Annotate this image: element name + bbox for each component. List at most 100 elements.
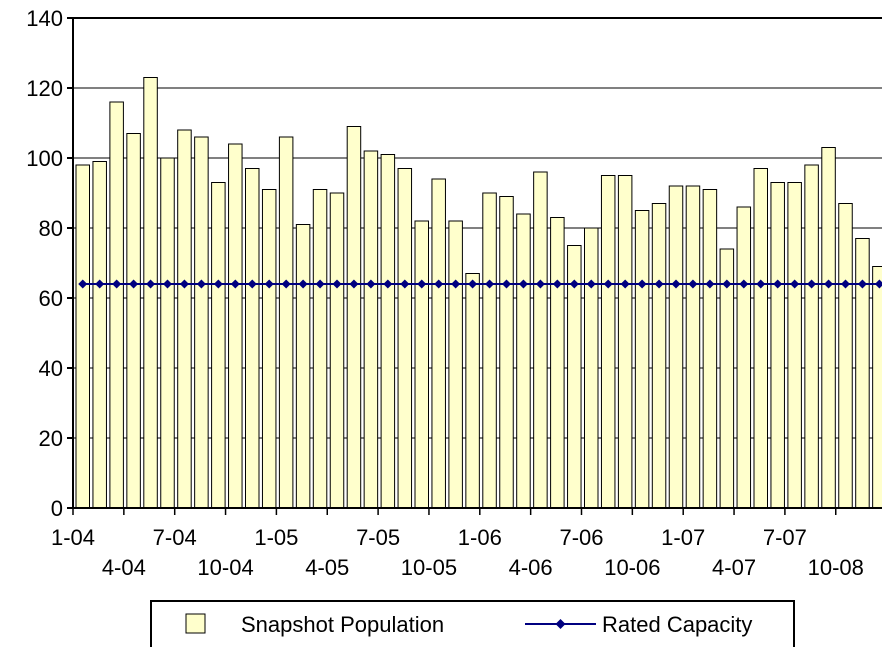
bar-12: [278, 136, 294, 509]
bar-26: [516, 213, 531, 509]
rated-capacity-marker-8: [213, 279, 223, 289]
x-tick-label-10-06: 10-06: [604, 555, 660, 580]
bar-21: [431, 178, 446, 509]
bar-13: [295, 224, 311, 509]
bar-42: [787, 182, 802, 509]
rated-capacity-marker-35: [671, 279, 681, 289]
bar-9: [228, 143, 243, 509]
y-tick-label-6: 120: [26, 76, 63, 101]
x-tick-label-7-07: 7-07: [763, 525, 807, 550]
rated-capacity-marker-25: [502, 279, 511, 289]
bar-36: [685, 185, 701, 509]
rated-capacity-marker-0: [78, 279, 88, 289]
x-tick-label-7-04: 7-04: [153, 525, 197, 550]
rated-capacity-marker-22: [451, 279, 461, 289]
rated-capacity-marker-30: [586, 279, 596, 289]
bar-35: [668, 185, 684, 509]
rated-capacity-marker-41: [773, 279, 783, 289]
x-tick-label-4-07: 4-07: [712, 555, 756, 580]
bar-31: [600, 175, 616, 509]
rated-capacity-marker-43: [807, 279, 817, 289]
bar-22: [448, 220, 463, 509]
rated-capacity-marker-44: [824, 279, 834, 289]
rated-capacity-marker-11: [264, 279, 274, 289]
bar-34: [651, 203, 667, 509]
rated-capacity-marker-19: [400, 279, 410, 289]
rated-capacity-marker-32: [620, 279, 630, 289]
rated-capacity-marker-28: [552, 279, 562, 289]
bar-25: [499, 196, 514, 509]
legend-swatch-snapshot-population: [185, 613, 206, 634]
x-tick-labels: 1-04 7-04 1-05 7-05 1-06 7-06 1-07 7-07 4-04 10-0…: [51, 525, 864, 580]
rated-capacity-marker-20: [417, 279, 427, 289]
axes: [67, 17, 882, 515]
bar-40: [753, 168, 768, 509]
bar-32: [617, 175, 633, 509]
rated-capacity-marker-14: [315, 279, 325, 289]
bar-6: [177, 129, 192, 509]
bar-24: [482, 192, 497, 509]
rated-capacity-marker-1: [95, 279, 105, 289]
legend-box: [150, 600, 795, 647]
y-tick-label-1: 20: [39, 426, 63, 451]
rated-capacity-marker-16: [349, 279, 359, 289]
rated-capacity-marker-42: [790, 279, 800, 289]
rated-capacity-marker-27: [535, 279, 545, 289]
x-tick-label-1-05: 1-05: [254, 525, 298, 550]
y-tick-labels: 0 20 40 60 80 100 120 140: [26, 6, 63, 521]
bar-46: [855, 238, 870, 509]
bar-7: [194, 136, 209, 509]
rated-capacity-marker-2: [112, 279, 122, 289]
x-tick-label-1-04: 1-04: [51, 525, 95, 550]
rated-capacity-marker-7: [196, 279, 206, 289]
bar-27: [533, 171, 548, 509]
rated-capacity-marker-15: [332, 279, 342, 289]
rated-capacity-marker-46: [857, 279, 867, 289]
rated-capacity-marker-6: [179, 279, 189, 289]
bar-28: [550, 217, 565, 509]
rated-capacity-marker-37: [705, 279, 715, 289]
x-tick-label-4-04: 4-04: [102, 555, 146, 580]
y-tick-label-3: 60: [39, 286, 63, 311]
x-tick-label-7-05: 7-05: [356, 525, 400, 550]
legend-marker-rated-capacity: [555, 619, 566, 629]
bar-series-snapshot-population: [75, 77, 882, 509]
x-tick-label-1-07: 1-07: [661, 525, 705, 550]
bar-4: [143, 77, 158, 509]
bar-44: [821, 147, 836, 509]
bar-45: [838, 203, 853, 509]
bar-39: [736, 206, 752, 509]
bar-37: [702, 189, 718, 509]
bar-3: [126, 133, 141, 509]
rated-capacity-marker-12: [281, 279, 291, 289]
bar-8: [211, 182, 226, 509]
rated-capacity-marker-17: [366, 279, 376, 289]
bar-5: [160, 157, 175, 509]
rated-capacity-marker-36: [688, 279, 698, 289]
x-tick-label-10-05: 10-05: [401, 555, 457, 580]
bar-20: [414, 220, 429, 509]
rated-capacity-marker-4: [146, 279, 156, 289]
rated-capacity-marker-38: [722, 279, 732, 289]
rated-capacity-marker-45: [841, 279, 850, 289]
x-tick-label-4-06: 4-06: [509, 555, 553, 580]
rated-capacity-marker-33: [637, 279, 647, 289]
y-tick-label-5: 100: [26, 146, 63, 171]
rated-capacity-marker-47: [874, 279, 882, 289]
bar-18: [380, 154, 396, 509]
rated-capacity-marker-26: [518, 279, 528, 289]
rated-capacity-marker-40: [756, 279, 766, 289]
bar-1: [92, 161, 107, 509]
bar-23: [465, 273, 480, 509]
bar-33: [634, 210, 650, 509]
rated-capacity-marker-13: [298, 279, 308, 289]
rated-capacity-marker-10: [247, 279, 257, 289]
y-tick-label-4: 80: [39, 216, 63, 241]
bar-41: [770, 182, 785, 509]
bar-0: [75, 164, 90, 509]
legend-label-rated-capacity: Rated Capacity: [602, 612, 752, 637]
bar-11: [261, 189, 277, 509]
bar-19: [397, 168, 413, 509]
x-tick-label-7-06: 7-06: [559, 525, 603, 550]
